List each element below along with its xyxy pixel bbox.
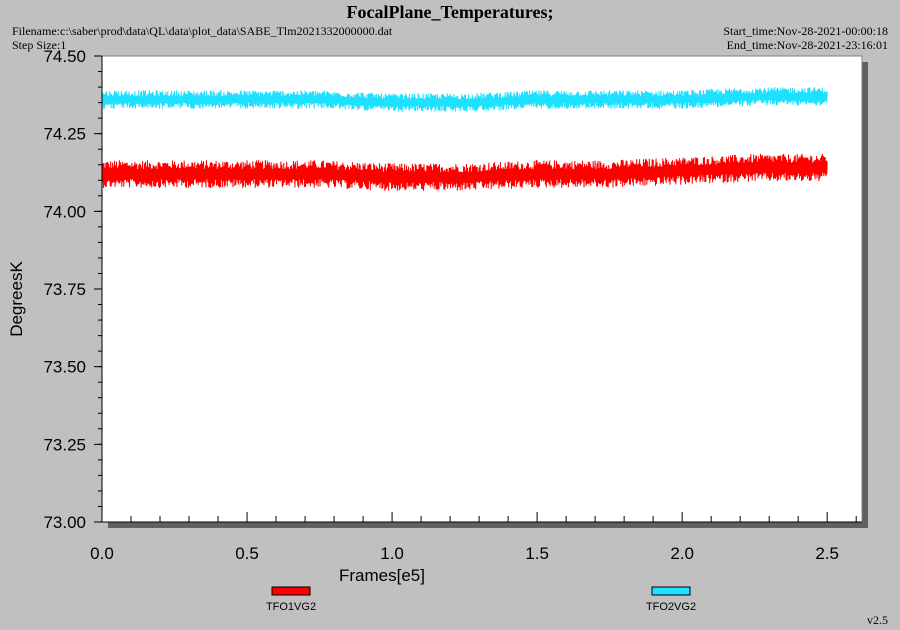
x-axis-label: Frames[e5] bbox=[339, 566, 425, 585]
y-tick-label: 73.25 bbox=[43, 435, 86, 454]
plot-area bbox=[101, 55, 863, 523]
x-tick-label: 1.5 bbox=[525, 544, 549, 563]
legend-swatch-tfo1vg2 bbox=[271, 586, 311, 596]
x-tick-label: 2.0 bbox=[670, 544, 694, 563]
series-line-tfo2vg2 bbox=[101, 87, 828, 112]
time-info: Start_time:Nov-28-2021-00:00:18 End_time… bbox=[723, 24, 888, 52]
series-layer bbox=[101, 87, 828, 191]
x-tick-label: 0.5 bbox=[235, 544, 259, 563]
chart-title: FocalPlane_Temperatures; bbox=[346, 2, 554, 22]
y-axis-label: DegreesK bbox=[7, 261, 26, 337]
x-tick-label: 1.0 bbox=[380, 544, 404, 563]
y-tick-label: 74.50 bbox=[43, 47, 86, 66]
y-tick-label: 73.75 bbox=[43, 280, 86, 299]
y-tick-label: 73.00 bbox=[43, 513, 86, 532]
end-time-text: End_time:Nov-28-2021-23:16:01 bbox=[726, 38, 888, 52]
legend-label-tfo1vg2: TFO1VG2 bbox=[266, 601, 316, 613]
step-size-text: Step Size:1 bbox=[12, 38, 67, 52]
y-tick-label: 73.50 bbox=[43, 358, 86, 377]
filename-text: Filename:c:\saber\prod\data\QL\data\plot… bbox=[12, 24, 393, 38]
legend-swatch-tfo2vg2 bbox=[651, 586, 691, 596]
x-tick-label: 2.5 bbox=[815, 544, 839, 563]
file-info: Filename:c:\saber\prod\data\QL\data\plot… bbox=[12, 24, 392, 52]
x-tick-label: 0.0 bbox=[90, 544, 114, 563]
legend: TFO1VG2 TFO2VG2 bbox=[266, 586, 696, 613]
start-time-text: Start_time:Nov-28-2021-00:00:18 bbox=[723, 24, 888, 38]
version-label: v2.5 bbox=[867, 613, 888, 627]
y-tick-label: 74.25 bbox=[43, 125, 86, 144]
legend-label-tfo2vg2: TFO2VG2 bbox=[646, 601, 696, 613]
series-line-tfo1vg2 bbox=[101, 153, 828, 191]
axis-layer: 73.00 73.25 73.50 73.75 74.00 74.25 74.50 0.0 0.… bbox=[7, 47, 862, 585]
y-tick-label: 74.00 bbox=[43, 202, 86, 221]
